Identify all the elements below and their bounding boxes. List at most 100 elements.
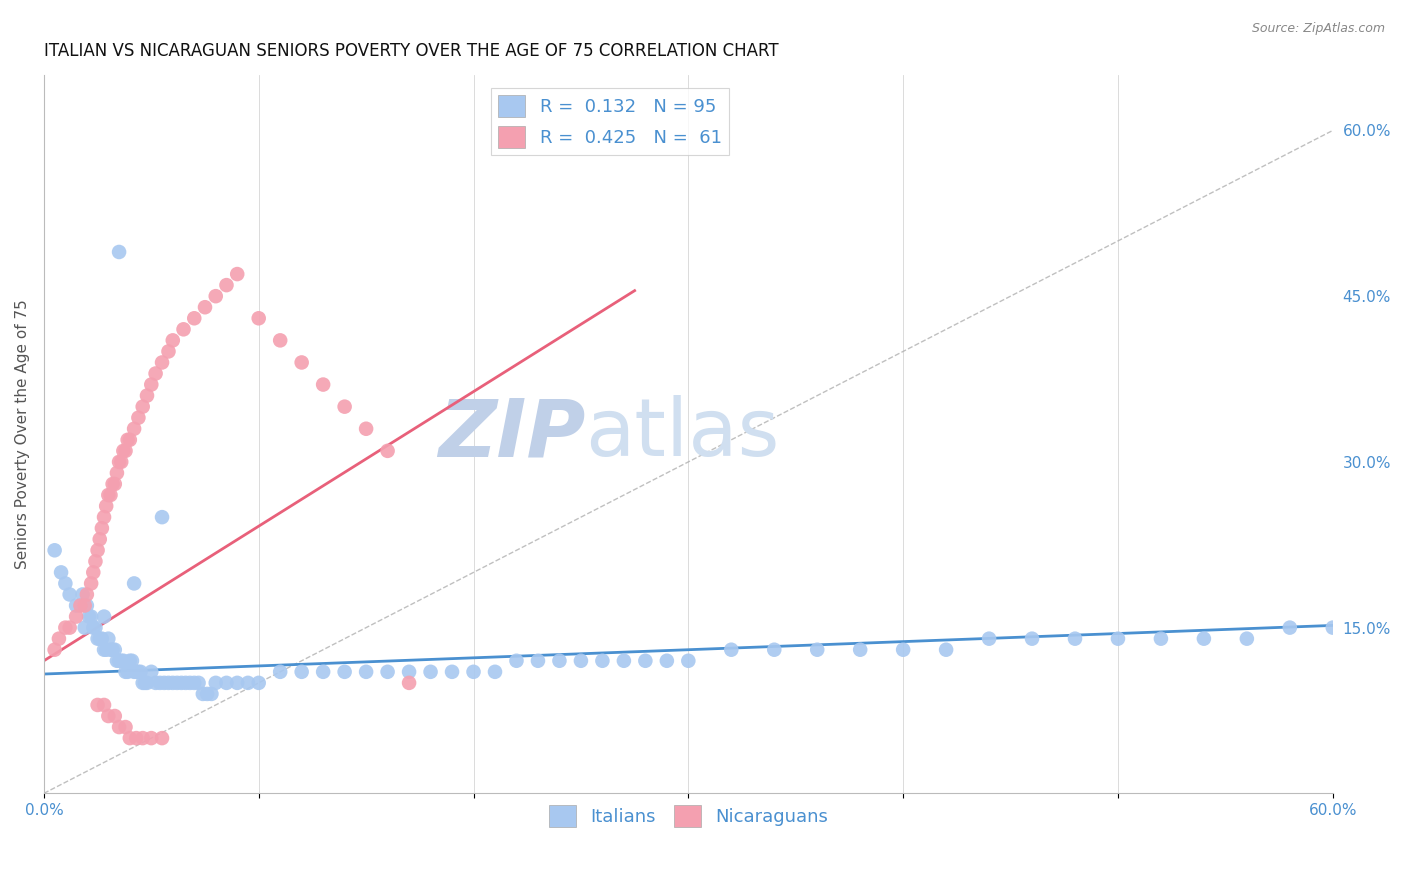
Point	[131, 400, 153, 414]
Point	[82, 621, 104, 635]
Point	[1322, 621, 1344, 635]
Point	[114, 720, 136, 734]
Point	[90, 632, 112, 646]
Point	[114, 443, 136, 458]
Point	[131, 731, 153, 745]
Point	[48, 632, 70, 646]
Point	[269, 334, 291, 348]
Point	[105, 466, 128, 480]
Point	[484, 665, 506, 679]
Point	[80, 609, 103, 624]
Point	[849, 642, 872, 657]
Point	[333, 400, 356, 414]
Point	[1150, 632, 1173, 646]
Point	[104, 709, 127, 723]
Point	[236, 676, 259, 690]
Point	[157, 344, 180, 359]
Point	[108, 244, 131, 259]
Point	[96, 499, 118, 513]
Point	[84, 621, 107, 635]
Point	[86, 632, 108, 646]
Point	[187, 676, 209, 690]
Point	[166, 676, 188, 690]
Point	[110, 654, 132, 668]
Point	[157, 676, 180, 690]
Point	[93, 698, 115, 712]
Point	[215, 278, 238, 293]
Point	[118, 731, 141, 745]
Point	[935, 642, 957, 657]
Text: ZIP: ZIP	[437, 395, 585, 474]
Point	[226, 267, 249, 281]
Point	[131, 676, 153, 690]
Point	[145, 367, 167, 381]
Point	[150, 355, 173, 369]
Point	[69, 599, 91, 613]
Point	[125, 731, 148, 745]
Point	[1278, 621, 1301, 635]
Point	[122, 576, 145, 591]
Point	[613, 654, 636, 668]
Point	[117, 665, 139, 679]
Point	[591, 654, 613, 668]
Point	[118, 433, 141, 447]
Point	[179, 676, 201, 690]
Point	[173, 322, 195, 336]
Point	[112, 654, 135, 668]
Point	[463, 665, 485, 679]
Point	[136, 676, 159, 690]
Point	[77, 609, 100, 624]
Point	[100, 488, 122, 502]
Point	[97, 488, 120, 502]
Point	[105, 654, 128, 668]
Point	[377, 665, 399, 679]
Point	[53, 576, 76, 591]
Point	[678, 654, 700, 668]
Point	[73, 599, 96, 613]
Point	[59, 587, 82, 601]
Point	[97, 709, 120, 723]
Point	[763, 642, 786, 657]
Point	[122, 665, 145, 679]
Point	[312, 665, 335, 679]
Point	[1192, 632, 1215, 646]
Point	[1021, 632, 1043, 646]
Text: Source: ZipAtlas.com: Source: ZipAtlas.com	[1251, 22, 1385, 36]
Point	[108, 654, 131, 668]
Point	[93, 609, 115, 624]
Point	[93, 642, 115, 657]
Point	[170, 676, 193, 690]
Point	[354, 422, 377, 436]
Point	[89, 632, 111, 646]
Point	[548, 654, 571, 668]
Point	[398, 676, 420, 690]
Point	[191, 687, 214, 701]
Point	[527, 654, 550, 668]
Point	[1236, 632, 1258, 646]
Point	[200, 687, 222, 701]
Point	[112, 443, 135, 458]
Point	[312, 377, 335, 392]
Point	[72, 587, 94, 601]
Point	[89, 533, 111, 547]
Point	[101, 642, 124, 657]
Point	[806, 642, 828, 657]
Point	[90, 521, 112, 535]
Point	[96, 642, 118, 657]
Point	[84, 554, 107, 568]
Point	[104, 477, 127, 491]
Point	[76, 587, 98, 601]
Point	[80, 576, 103, 591]
Point	[129, 665, 152, 679]
Point	[247, 676, 270, 690]
Point	[97, 632, 120, 646]
Point	[86, 698, 108, 712]
Point	[226, 676, 249, 690]
Point	[65, 599, 87, 613]
Point	[247, 311, 270, 326]
Point	[162, 676, 184, 690]
Point	[108, 720, 131, 734]
Point	[93, 510, 115, 524]
Point	[153, 676, 176, 690]
Point	[136, 389, 159, 403]
